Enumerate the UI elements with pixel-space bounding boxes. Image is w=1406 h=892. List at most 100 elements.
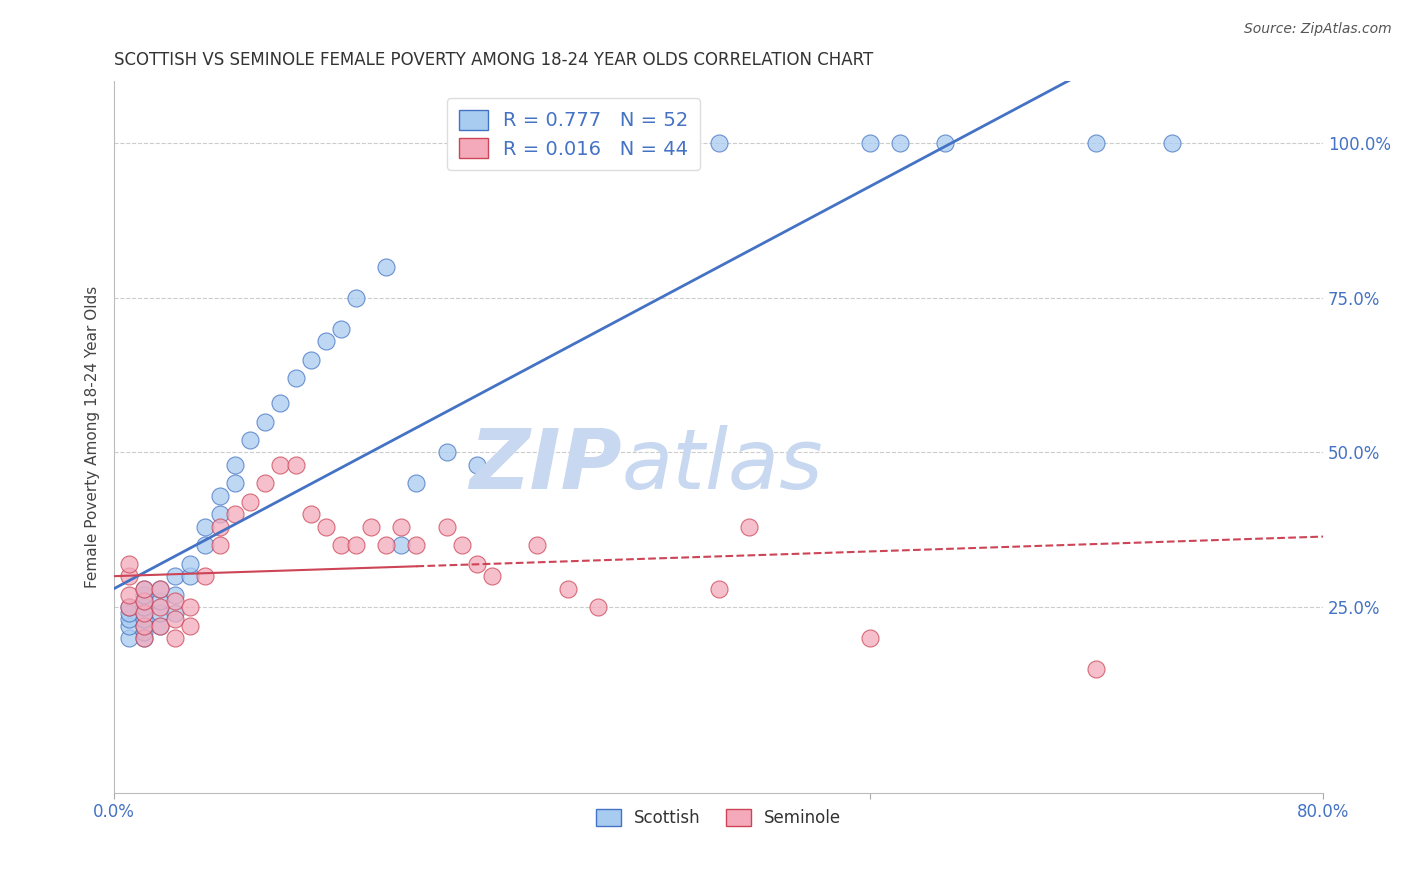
Point — [134, 624, 156, 639]
Point — [557, 136, 579, 151]
Point — [134, 582, 156, 596]
Point — [586, 600, 609, 615]
Point — [315, 334, 337, 348]
Point — [224, 508, 246, 522]
Text: Source: ZipAtlas.com: Source: ZipAtlas.com — [1244, 22, 1392, 37]
Point — [1161, 136, 1184, 151]
Point — [375, 538, 398, 552]
Text: ZIP: ZIP — [470, 425, 621, 506]
Point — [284, 371, 307, 385]
Point — [284, 458, 307, 472]
Point — [134, 607, 156, 621]
Point — [179, 569, 201, 583]
Point — [118, 600, 141, 615]
Point — [329, 322, 352, 336]
Point — [481, 569, 503, 583]
Point — [738, 519, 761, 533]
Point — [148, 594, 170, 608]
Point — [148, 582, 170, 596]
Point — [148, 582, 170, 596]
Point — [436, 519, 458, 533]
Point — [118, 600, 141, 615]
Point — [859, 136, 882, 151]
Point — [360, 519, 382, 533]
Point — [148, 600, 170, 615]
Legend: Scottish, Seminole: Scottish, Seminole — [589, 803, 848, 834]
Point — [239, 495, 262, 509]
Point — [179, 618, 201, 632]
Point — [254, 476, 277, 491]
Point — [889, 136, 911, 151]
Point — [148, 607, 170, 621]
Point — [269, 396, 291, 410]
Point — [194, 519, 217, 533]
Point — [269, 458, 291, 472]
Point — [118, 557, 141, 571]
Point — [436, 445, 458, 459]
Point — [163, 612, 186, 626]
Point — [179, 600, 201, 615]
Point — [254, 415, 277, 429]
Point — [163, 631, 186, 645]
Point — [405, 476, 427, 491]
Point — [148, 618, 170, 632]
Point — [208, 489, 231, 503]
Point — [163, 594, 186, 608]
Point — [707, 582, 730, 596]
Point — [859, 631, 882, 645]
Point — [118, 618, 141, 632]
Y-axis label: Female Poverty Among 18-24 Year Olds: Female Poverty Among 18-24 Year Olds — [86, 285, 100, 588]
Point — [194, 569, 217, 583]
Point — [557, 582, 579, 596]
Point — [224, 458, 246, 472]
Point — [389, 538, 412, 552]
Point — [299, 352, 322, 367]
Point — [118, 569, 141, 583]
Point — [208, 519, 231, 533]
Point — [344, 291, 367, 305]
Point — [134, 594, 156, 608]
Point — [163, 588, 186, 602]
Point — [405, 538, 427, 552]
Point — [134, 612, 156, 626]
Point — [118, 607, 141, 621]
Point — [134, 618, 156, 632]
Point — [329, 538, 352, 552]
Point — [375, 260, 398, 274]
Point — [465, 557, 488, 571]
Point — [208, 508, 231, 522]
Point — [631, 136, 654, 151]
Point — [194, 538, 217, 552]
Point — [315, 519, 337, 533]
Point — [118, 631, 141, 645]
Point — [934, 136, 956, 151]
Point — [163, 569, 186, 583]
Point — [239, 433, 262, 447]
Point — [586, 136, 609, 151]
Point — [134, 588, 156, 602]
Point — [134, 594, 156, 608]
Text: atlas: atlas — [621, 425, 824, 506]
Point — [1085, 662, 1108, 676]
Point — [118, 612, 141, 626]
Point — [707, 136, 730, 151]
Point — [163, 607, 186, 621]
Point — [224, 476, 246, 491]
Point — [465, 458, 488, 472]
Point — [299, 508, 322, 522]
Point — [450, 538, 472, 552]
Point — [344, 538, 367, 552]
Point — [208, 538, 231, 552]
Point — [526, 538, 548, 552]
Point — [678, 136, 700, 151]
Point — [118, 588, 141, 602]
Point — [134, 631, 156, 645]
Point — [134, 582, 156, 596]
Point — [134, 631, 156, 645]
Point — [179, 557, 201, 571]
Point — [134, 600, 156, 615]
Text: SCOTTISH VS SEMINOLE FEMALE POVERTY AMONG 18-24 YEAR OLDS CORRELATION CHART: SCOTTISH VS SEMINOLE FEMALE POVERTY AMON… — [114, 51, 873, 69]
Point — [134, 607, 156, 621]
Point — [134, 618, 156, 632]
Point — [148, 618, 170, 632]
